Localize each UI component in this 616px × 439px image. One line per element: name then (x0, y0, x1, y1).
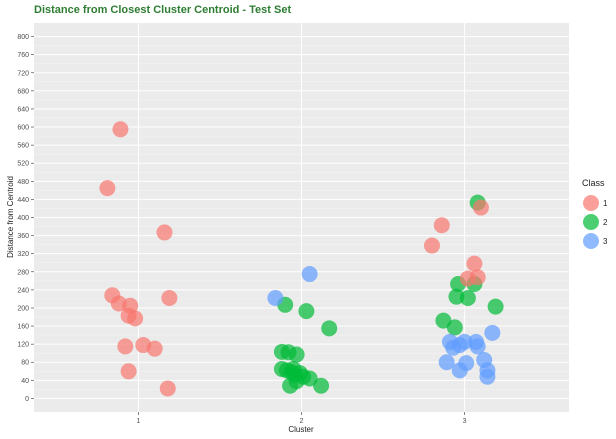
y-tick-label: 320 (17, 251, 29, 258)
data-point-class-2 (288, 346, 305, 363)
data-point-class-1 (127, 310, 144, 327)
data-point-class-1 (469, 269, 486, 286)
chart-title: Distance from Closest Cluster Centroid -… (34, 4, 292, 16)
data-point-class-3 (458, 355, 475, 372)
data-point-class-1 (146, 340, 163, 357)
data-point-class-1 (466, 255, 483, 272)
y-tick-label: 720 (17, 70, 29, 77)
data-point-class-3 (456, 333, 473, 350)
y-tick-label: 0 (25, 396, 29, 403)
data-point-class-1 (423, 237, 440, 254)
x-tick-label: 2 (300, 418, 304, 425)
y-tick-label: 760 (17, 52, 29, 59)
data-point-class-3 (479, 368, 496, 385)
data-point-class-1 (161, 290, 178, 307)
legend: Class 1 2 3 (582, 178, 608, 249)
data-point-class-2 (285, 361, 302, 378)
data-point-class-1 (112, 121, 129, 138)
data-point-class-3 (301, 266, 318, 283)
data-point-class-3 (484, 324, 501, 341)
data-point-class-3 (438, 354, 455, 371)
y-tick-label: 120 (17, 342, 29, 349)
x-tick-label: 1 (136, 418, 140, 425)
y-axis: 0 40 80 120 160 200 240 280 320 360 400 440 480 520 56… (17, 34, 34, 403)
legend-label-3: 3 (603, 237, 608, 246)
y-tick-label: 80 (21, 360, 29, 367)
y-tick-label: 440 (17, 197, 29, 204)
x-tick-label: 3 (463, 418, 467, 425)
y-tick-label: 400 (17, 215, 29, 222)
legend-label-2: 2 (603, 218, 608, 227)
y-tick-label: 800 (17, 34, 29, 41)
data-point-class-1 (117, 338, 134, 355)
data-point-class-1 (156, 224, 173, 241)
data-point-class-2 (313, 377, 330, 394)
data-point-class-1 (159, 380, 176, 397)
y-tick-label: 520 (17, 161, 29, 168)
data-point-class-2 (487, 298, 504, 315)
data-point-class-1 (433, 217, 450, 234)
y-tick-label: 240 (17, 287, 29, 294)
data-point-class-2 (459, 290, 476, 307)
data-point-class-1 (472, 199, 489, 216)
x-axis: 1 2 3 (136, 412, 467, 425)
y-tick-label: 600 (17, 125, 29, 132)
y-tick-label: 160 (17, 324, 29, 331)
data-point-class-1 (99, 180, 116, 197)
data-point-class-2 (282, 377, 299, 394)
legend-key-3 (583, 233, 599, 249)
legend-label-1: 1 (603, 199, 608, 208)
x-axis-title: Cluster (288, 425, 314, 434)
data-point-class-2 (298, 303, 315, 320)
data-point-class-3 (469, 338, 486, 355)
y-tick-label: 560 (17, 143, 29, 150)
y-tick-label: 280 (17, 269, 29, 276)
legend-title: Class (582, 178, 605, 188)
y-tick-label: 640 (17, 106, 29, 113)
y-tick-label: 360 (17, 233, 29, 240)
y-axis-title: Distance from Centroid (6, 176, 15, 258)
data-points (99, 121, 504, 397)
y-tick-label: 680 (17, 88, 29, 95)
data-point-class-3 (267, 290, 284, 307)
legend-key-1 (583, 195, 599, 211)
y-tick-label: 200 (17, 305, 29, 312)
data-point-class-2 (321, 320, 338, 337)
data-point-class-2 (301, 370, 318, 387)
legend-key-2 (583, 214, 599, 230)
data-point-class-1 (120, 363, 137, 380)
data-point-class-2 (446, 319, 463, 336)
y-tick-label: 480 (17, 179, 29, 186)
y-tick-label: 40 (21, 378, 29, 385)
